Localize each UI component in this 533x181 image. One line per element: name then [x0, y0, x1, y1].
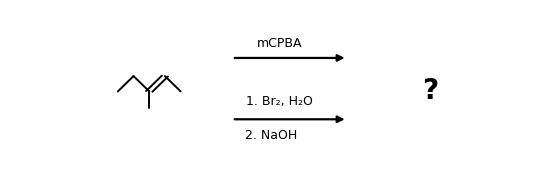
Text: mCPBA: mCPBA — [256, 37, 302, 50]
Text: ?: ? — [422, 77, 438, 105]
Text: 2. NaOH: 2. NaOH — [245, 129, 297, 142]
Text: 1. Br₂, H₂O: 1. Br₂, H₂O — [246, 95, 313, 108]
